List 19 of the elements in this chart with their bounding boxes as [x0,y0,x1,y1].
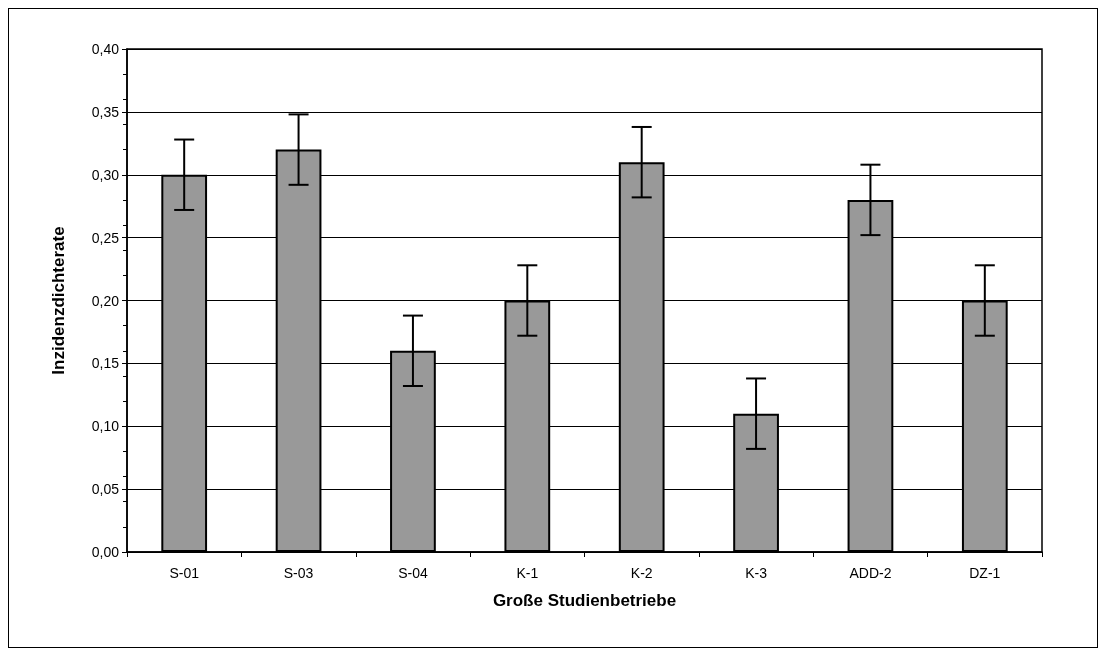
x-tick-label: K-3 [745,565,768,581]
x-tick-label: ADD-2 [849,565,892,581]
y-tick-label: 0,00 [91,544,120,560]
y-axis-title: Inzidenzdichterate [49,226,68,375]
x-tick-label: S-01 [169,565,200,581]
y-tick-label: 0,20 [91,292,120,309]
x-tick-label: K-2 [630,565,653,581]
x-tick-label: K-1 [516,565,539,581]
x-axis-title: Große Studienbetriebe [492,591,677,610]
y-tick-label: 0,40 [91,41,120,57]
y-tick-label: 0,15 [91,355,120,372]
x-tick-label: S-03 [283,565,314,581]
y-tick-label: 0,25 [91,229,120,246]
y-tick-label: 0,35 [91,103,120,120]
x-tick-label: S-04 [398,565,428,581]
y-tick-label: 0,05 [91,481,120,498]
y-tick-label: 0,30 [91,166,120,183]
y-tick-label: 0,10 [91,418,120,435]
x-tick-label: DZ-1 [969,565,1001,581]
